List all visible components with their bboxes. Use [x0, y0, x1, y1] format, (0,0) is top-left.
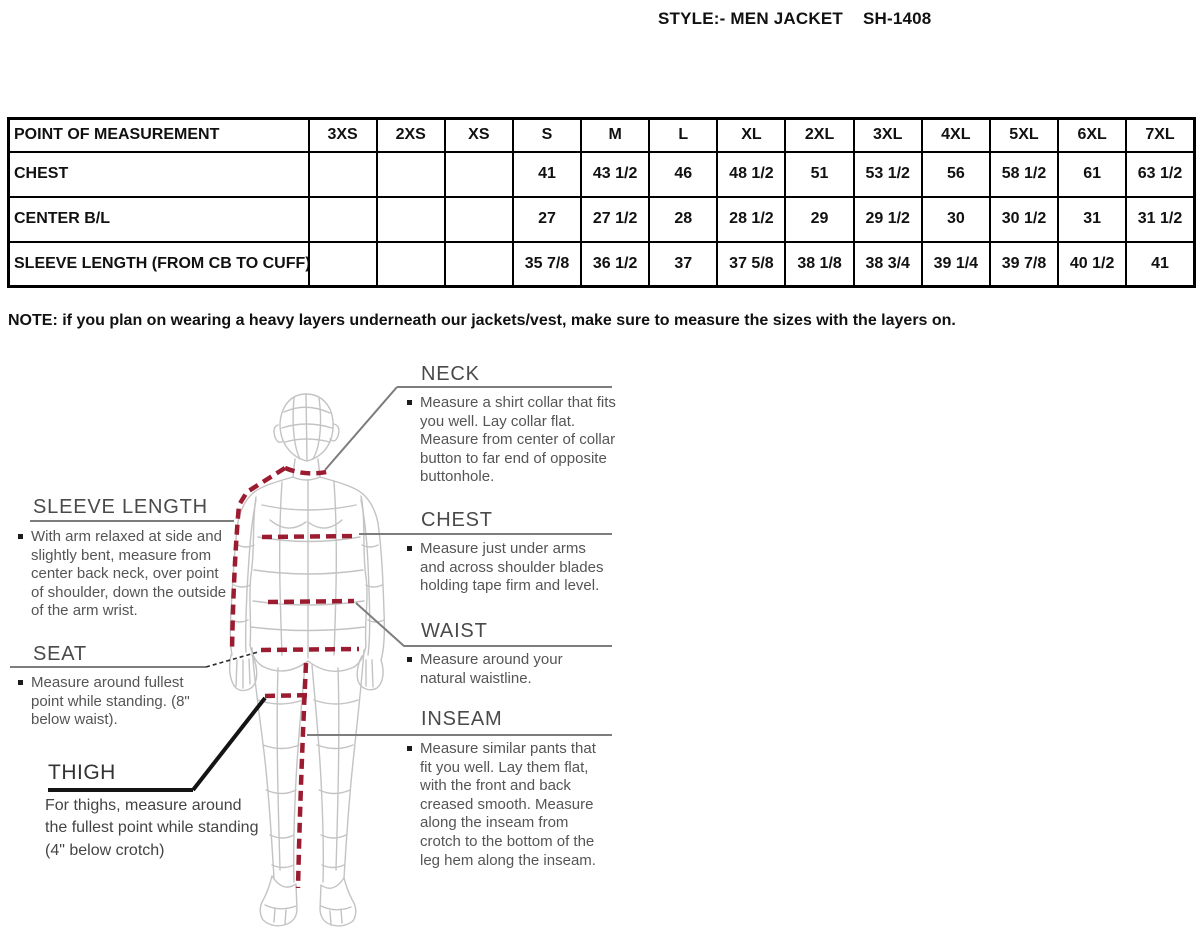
square-bullet-icon	[407, 746, 412, 751]
size-value-cell	[375, 240, 446, 288]
column-header-size: 4XL	[920, 117, 991, 153]
measure-lines	[229, 465, 360, 889]
size-value-cell	[307, 150, 378, 198]
chest-heading: CHEST	[421, 509, 493, 531]
size-value-cell: 48 1/2	[716, 150, 787, 198]
size-value-cell: 27 1/2	[580, 195, 651, 243]
size-value-cell: 38 1/8	[784, 240, 855, 288]
size-value-cell	[375, 195, 446, 243]
size-value-cell: 36 1/2	[580, 240, 651, 288]
inseam-description: Measure similar pants that fit you well.…	[407, 740, 612, 870]
size-value-cell: 39 1/4	[920, 240, 991, 288]
size-value-cell: 30 1/2	[988, 195, 1060, 243]
column-header-size: L	[648, 117, 719, 153]
square-bullet-icon	[18, 680, 23, 685]
column-header-size: M	[580, 117, 651, 153]
style-label: STYLE:- MEN JACKET	[658, 9, 843, 28]
thigh-heading: THIGH	[48, 761, 116, 784]
size-value-cell: 27	[511, 195, 583, 243]
waist-dash-line	[267, 598, 355, 605]
size-value-cell: 41	[1125, 240, 1196, 288]
size-value-cell	[375, 150, 446, 198]
size-value-cell: 39 7/8	[988, 240, 1060, 288]
column-header-size: XS	[443, 117, 514, 153]
size-value-cell: 28	[648, 195, 719, 243]
neck-pointer-line	[324, 386, 398, 471]
thigh-pointer-line	[191, 696, 267, 792]
size-value-cell: 38 3/4	[852, 240, 923, 288]
column-header-size: 5XL	[988, 117, 1060, 153]
column-header-size: 2XS	[375, 117, 446, 153]
seat-description: Measure around fullest point while stand…	[18, 674, 202, 730]
neck-heading: NECK	[421, 363, 480, 385]
inseam-dash-line	[295, 662, 309, 889]
seat-dash-line	[260, 646, 360, 653]
sleeve-length-heading: SLEEVE LENGTH	[33, 496, 208, 518]
chest-description: Measure just under arms and across shoul…	[407, 540, 616, 596]
size-value-cell: 53 1/2	[852, 150, 923, 198]
column-header-size: 3XL	[852, 117, 923, 153]
size-value-cell: 63 1/2	[1125, 150, 1196, 198]
size-table: POINT OF MEASUREMENT 3XS 2XS XS S M L XL 2XL 3XL 4…	[7, 117, 1196, 288]
column-header-size: XL	[716, 117, 787, 153]
size-value-cell: 43 1/2	[580, 150, 651, 198]
size-value-cell	[443, 240, 514, 288]
neck-description: Measure a shirt collar that fits you wel…	[407, 394, 621, 487]
column-header-size: S	[511, 117, 583, 153]
square-bullet-icon	[407, 400, 412, 405]
sleeve-length-description: With arm relaxed at side and slightly be…	[18, 528, 228, 621]
neck-dash-line	[284, 465, 332, 476]
table-row: CHEST 41 43 1/2 46 48 1/2 51 53 1/2 56 58 1/2 61 6…	[7, 150, 1196, 198]
waist-underline	[355, 602, 612, 647]
size-value-cell	[443, 150, 514, 198]
size-value-cell: 46	[648, 150, 719, 198]
square-bullet-icon	[18, 534, 23, 539]
page-title: STYLE:- MEN JACKET SH-1408	[658, 9, 931, 29]
label-connectors	[10, 386, 612, 792]
size-value-cell	[307, 195, 378, 243]
column-header-size: 6XL	[1057, 117, 1128, 153]
table-row: CENTER B/L 27 27 1/2 28 28 1/2 29 29 1/2 30 30 1…	[7, 195, 1196, 243]
seat-heading: SEAT	[33, 643, 87, 665]
waist-heading: WAIST	[421, 620, 488, 642]
size-value-cell: 35 7/8	[511, 240, 583, 288]
size-value-cell: 29 1/2	[852, 195, 923, 243]
square-bullet-icon	[407, 657, 412, 662]
size-value-cell: 29	[784, 195, 855, 243]
sleeve-dash-line	[229, 466, 287, 651]
row-label: CHEST	[7, 150, 310, 198]
seat-pointer-line	[205, 651, 259, 668]
column-header-size: 7XL	[1125, 117, 1196, 153]
size-value-cell: 31 1/2	[1125, 195, 1196, 243]
column-header-size: 3XS	[307, 117, 378, 153]
size-value-cell: 37	[648, 240, 719, 288]
waist-description: Measure around your natural waistline.	[407, 651, 572, 688]
size-value-cell: 61	[1057, 150, 1128, 198]
table-row: SLEEVE LENGTH (FROM CB TO CUFF) 35 7/8 36 …	[7, 240, 1196, 288]
column-header-size: 2XL	[784, 117, 855, 153]
size-value-cell: 56	[920, 150, 991, 198]
size-value-cell	[443, 195, 514, 243]
size-value-cell: 51	[784, 150, 855, 198]
size-value-cell: 30	[920, 195, 991, 243]
thigh-description: For thighs, measure around the fullest p…	[45, 797, 259, 859]
size-value-cell: 41	[511, 150, 583, 198]
size-value-cell: 28 1/2	[716, 195, 787, 243]
chest-dash-line	[261, 533, 359, 540]
size-value-cell: 37 5/8	[716, 240, 787, 288]
inseam-heading: INSEAM	[421, 708, 503, 730]
row-label: CENTER B/L	[7, 195, 310, 243]
note-text: NOTE: if you plan on wearing a heavy lay…	[8, 312, 956, 329]
size-value-cell: 58 1/2	[988, 150, 1060, 198]
style-code: SH-1408	[862, 9, 932, 28]
size-value-cell: 31	[1057, 195, 1128, 243]
square-bullet-icon	[407, 546, 412, 551]
size-value-cell: 40 1/2	[1057, 240, 1128, 288]
row-label: SLEEVE LENGTH (FROM CB TO CUFF)	[7, 240, 310, 288]
column-header-point-of-measurement: POINT OF MEASUREMENT	[7, 117, 310, 153]
size-value-cell	[307, 240, 378, 288]
